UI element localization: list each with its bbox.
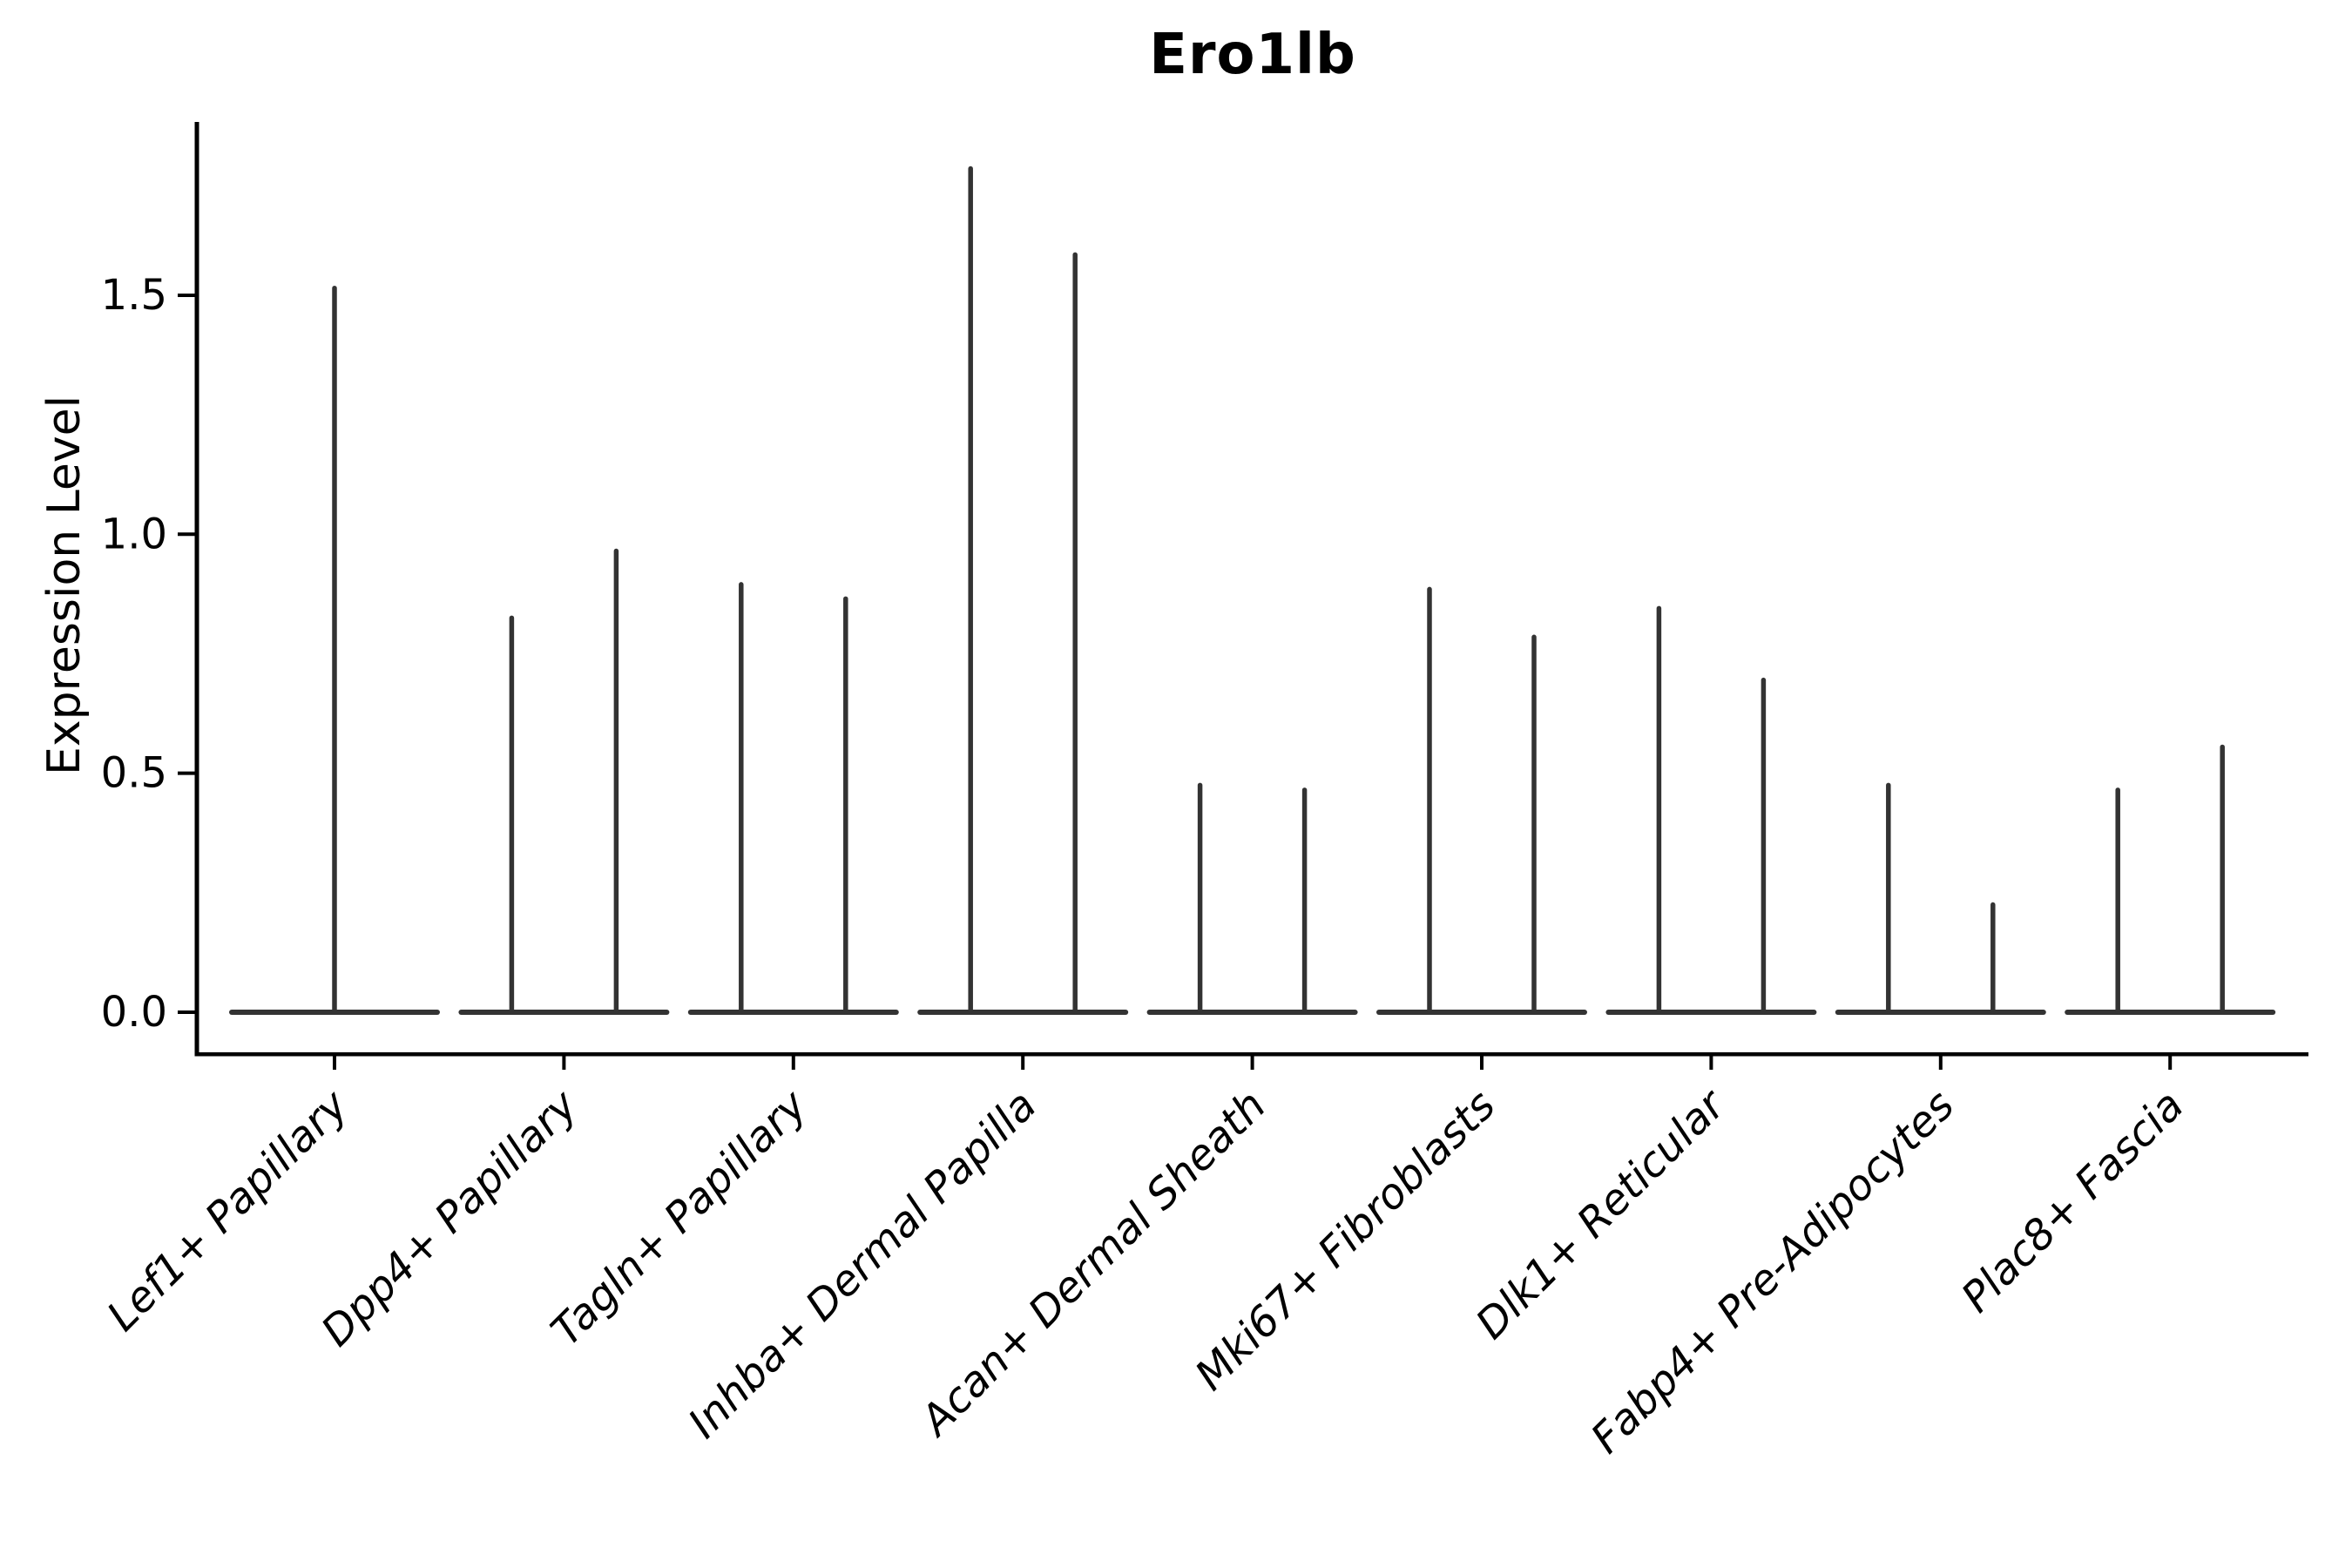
x-tick-label: Lef1+ Papillary [98,1080,358,1341]
violin-spike [1301,787,1308,1014]
violin-spike [2115,787,2120,1014]
y-tick-label: 1.0 [101,510,167,558]
violin-spike [509,615,515,1014]
violin-baseline [687,1010,899,1015]
x-tick-label: Tagln+ Papillary [542,1080,817,1355]
violin-baseline [458,1010,670,1015]
violin-baseline [2065,1010,2276,1015]
violin-spike [1656,605,1662,1014]
violin-spike [1886,782,1891,1014]
violin-spike [968,166,973,1014]
violin-baseline [917,1010,1129,1015]
x-tick-label: Dpp4+ Papillary [312,1080,587,1355]
x-tick-label: Plac8+ Fascia [1952,1081,2193,1322]
y-axis-spine [194,122,199,1056]
violin-baseline [1605,1010,1817,1015]
violin-spike [739,582,744,1014]
violin-spike [1197,782,1203,1014]
violin-spike [1427,586,1432,1014]
violin-spike [613,548,619,1014]
violin-spike [332,285,337,1014]
y-tick-label: 1.5 [101,271,167,320]
y-tick-label: 0.5 [101,749,167,798]
violin-spike [1072,252,1078,1014]
y-tick-label: 0.0 [101,988,167,1037]
violin-spike [843,596,848,1014]
violin-spike [1761,677,1767,1014]
violin-spike [1531,634,1537,1014]
violin-spike [2220,744,2225,1014]
violin-baseline [1376,1010,1587,1015]
violin-baseline [1146,1010,1358,1015]
x-tick-label: Dlk1+ Reticular [1467,1079,1737,1349]
chart-title: Ero1lb [1149,23,1356,87]
x-tick-label: Fabp4+ Pre-Adipocytes [1582,1081,1964,1463]
violin-baseline [1835,1010,2046,1015]
violin-spike [1990,902,1996,1014]
